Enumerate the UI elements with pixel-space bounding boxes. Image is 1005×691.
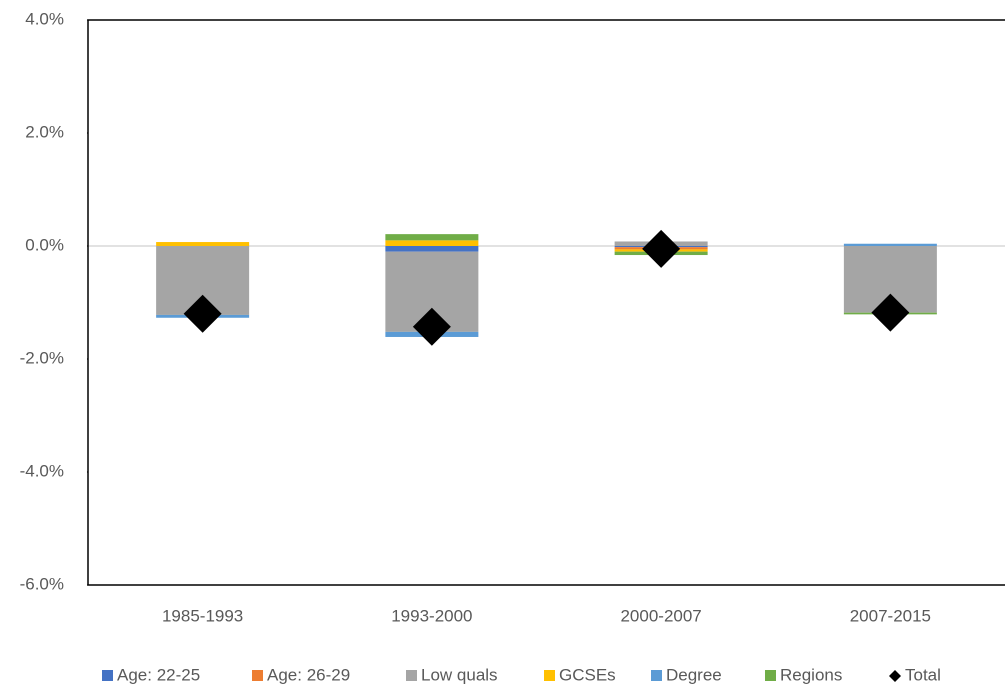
y-tick-label: -4.0% (20, 461, 64, 480)
legend-label: Total (905, 665, 941, 684)
legend-marker (889, 670, 901, 682)
legend-marker (406, 670, 417, 681)
x-tick-label: 2000-2007 (620, 606, 701, 625)
y-tick-label: -2.0% (20, 348, 64, 367)
bar-segment (385, 246, 479, 252)
x-tick-label: 2007-2015 (850, 606, 931, 625)
legend-label: Age: 22-25 (117, 665, 200, 684)
x-tick-label: 1985-1993 (162, 606, 243, 625)
bar-segment (385, 234, 479, 241)
legend-marker (765, 670, 776, 681)
legend-label: GCSEs (559, 665, 616, 684)
legend-label: Age: 26-29 (267, 665, 350, 684)
legend-label: Regions (780, 665, 842, 684)
legend-label: Low quals (421, 665, 498, 684)
legend-marker (252, 670, 263, 681)
y-tick-label: 2.0% (25, 122, 64, 141)
y-tick-label: 0.0% (25, 235, 64, 254)
legend-marker (651, 670, 662, 681)
plot-frame (87, 19, 1005, 586)
y-tick-label: 4.0% (25, 9, 64, 28)
legend-marker (544, 670, 555, 681)
total-marker (642, 229, 681, 268)
total-marker (183, 294, 222, 333)
legend-label: Degree (666, 665, 722, 684)
y-tick-label: -6.0% (20, 574, 64, 593)
legend-marker (102, 670, 113, 681)
bar-segment (156, 242, 250, 246)
x-tick-label: 1993-2000 (391, 606, 472, 625)
total-marker (871, 293, 910, 332)
total-marker (412, 307, 451, 346)
bar-segment (385, 240, 479, 246)
bar-segment (843, 243, 937, 246)
